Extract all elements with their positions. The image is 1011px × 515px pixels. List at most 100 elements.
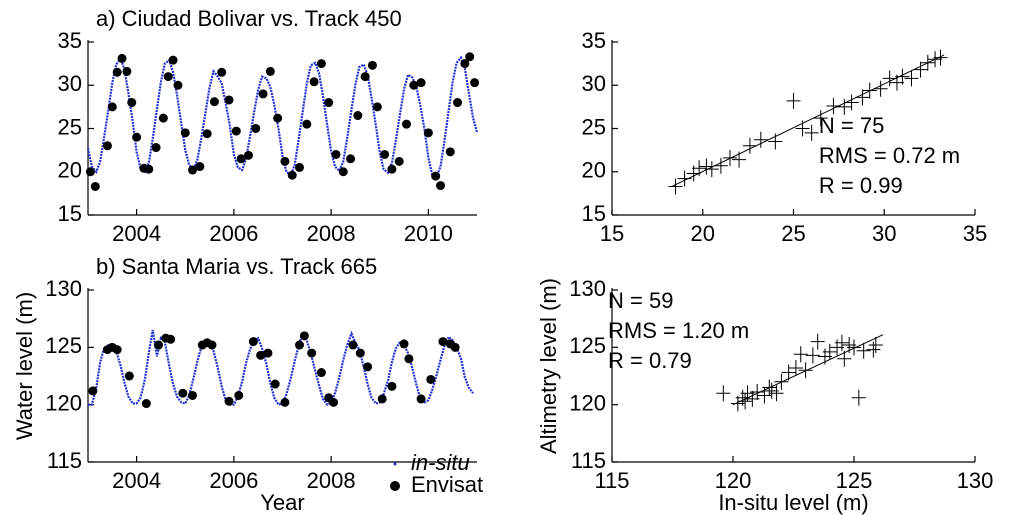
envisat-point <box>309 77 319 87</box>
envisat-point <box>287 170 297 180</box>
cross-point <box>882 70 897 87</box>
envisat-point <box>338 167 348 177</box>
cross-point <box>847 339 861 356</box>
envisat-point <box>367 60 377 70</box>
envisat-point <box>154 340 164 350</box>
envisat-point <box>299 331 309 341</box>
cross-point <box>769 385 784 402</box>
cross-point <box>856 342 871 359</box>
envisat-point <box>416 78 426 88</box>
cross-point <box>750 384 765 401</box>
fit-line <box>732 334 884 406</box>
cross-point <box>810 333 825 350</box>
envisat-point <box>168 55 178 65</box>
envisat-point <box>231 126 241 136</box>
cross-point <box>895 68 910 85</box>
x-tick-label: 2006 <box>209 468 258 493</box>
cross-point <box>722 149 737 166</box>
envisat-point <box>329 397 339 407</box>
cross-point <box>826 98 841 115</box>
cross-point <box>873 80 888 97</box>
envisat-point <box>423 128 433 138</box>
annotation: RMS = 0.72 m <box>819 143 960 168</box>
envisat-point <box>188 165 198 175</box>
y-tick-label: 115 <box>47 448 82 473</box>
envisat-point <box>265 66 275 76</box>
envisat-point <box>363 362 373 372</box>
envisat-point <box>445 147 455 157</box>
cross-point <box>862 82 877 99</box>
envisat-point <box>251 124 261 133</box>
y-tick-label: 130 <box>45 276 82 301</box>
envisat-point <box>256 350 266 360</box>
cross-point <box>795 120 810 137</box>
envisat-point <box>270 379 280 389</box>
x-tick-label: 20 <box>691 221 715 246</box>
cross-point <box>834 334 849 351</box>
x-tick-label: 35 <box>963 221 987 246</box>
cross-point <box>757 387 772 404</box>
envisat-point <box>416 394 426 404</box>
envisat-point <box>372 102 382 112</box>
envisat-point <box>132 132 142 142</box>
y-tick-label: 120 <box>569 390 606 415</box>
envisat-point <box>209 97 219 107</box>
envisat-point <box>348 340 358 350</box>
y-tick-label: 125 <box>45 333 82 358</box>
cross-point <box>844 94 859 111</box>
envisat-point <box>404 354 414 364</box>
cross-point <box>804 124 819 141</box>
envisat-point <box>387 381 397 391</box>
legend-label: in-situ <box>411 450 470 475</box>
x-tick-label: 130 <box>957 468 994 493</box>
cross-point <box>788 359 803 376</box>
envisat-point <box>295 340 305 350</box>
envisat-point <box>436 181 446 191</box>
envisat-point <box>180 128 190 138</box>
x-tick-label: 30 <box>872 221 896 246</box>
envisat-point <box>401 119 411 129</box>
envisat-point <box>453 98 463 108</box>
cross-point <box>738 393 753 410</box>
envisat-point <box>217 67 227 77</box>
panel-title: a) Ciudad Bolivar vs. Track 450 <box>96 6 402 31</box>
y-tick-label: 20 <box>582 158 606 183</box>
envisat-point <box>85 167 95 177</box>
envisat-point <box>380 149 390 159</box>
cross-point <box>813 110 828 127</box>
y-axis-label: Altimetry level (m) <box>536 278 561 454</box>
envisat-point <box>90 181 100 191</box>
cross-point <box>855 89 870 106</box>
envisat-point <box>355 348 365 358</box>
envisat-point <box>346 154 356 164</box>
envisat-point <box>331 149 341 159</box>
annotation: N = 75 <box>819 113 884 138</box>
x-tick-label: 2004 <box>112 221 161 246</box>
cross-point <box>742 137 757 154</box>
x-tick-label: 2004 <box>112 468 161 493</box>
y-tick-label: 20 <box>58 158 82 183</box>
envisat-point <box>102 141 112 151</box>
envisat-point <box>431 171 441 181</box>
legend-marker <box>393 462 397 466</box>
x-tick-label: 2006 <box>209 221 258 246</box>
panel-title: b) Santa Maria vs. Track 665 <box>96 254 377 279</box>
envisat-point <box>394 156 404 166</box>
envisat-point <box>122 66 132 76</box>
annotation: R = 0.99 <box>819 173 903 198</box>
cross-point <box>928 51 943 68</box>
cross-point <box>677 170 692 187</box>
envisat-point <box>438 337 448 347</box>
envisat-point <box>224 95 234 105</box>
envisat-point <box>158 113 168 123</box>
cross-point <box>868 337 883 354</box>
envisat-point <box>188 390 198 400</box>
x-axis-label: Year <box>260 490 304 515</box>
cross-point <box>716 385 731 402</box>
envisat-point <box>178 388 188 398</box>
envisat-point <box>426 374 436 384</box>
x-tick-label: 120 <box>715 468 752 493</box>
y-tick-label: 125 <box>569 333 606 358</box>
envisat-point <box>450 342 460 352</box>
envisat-point <box>163 72 173 82</box>
